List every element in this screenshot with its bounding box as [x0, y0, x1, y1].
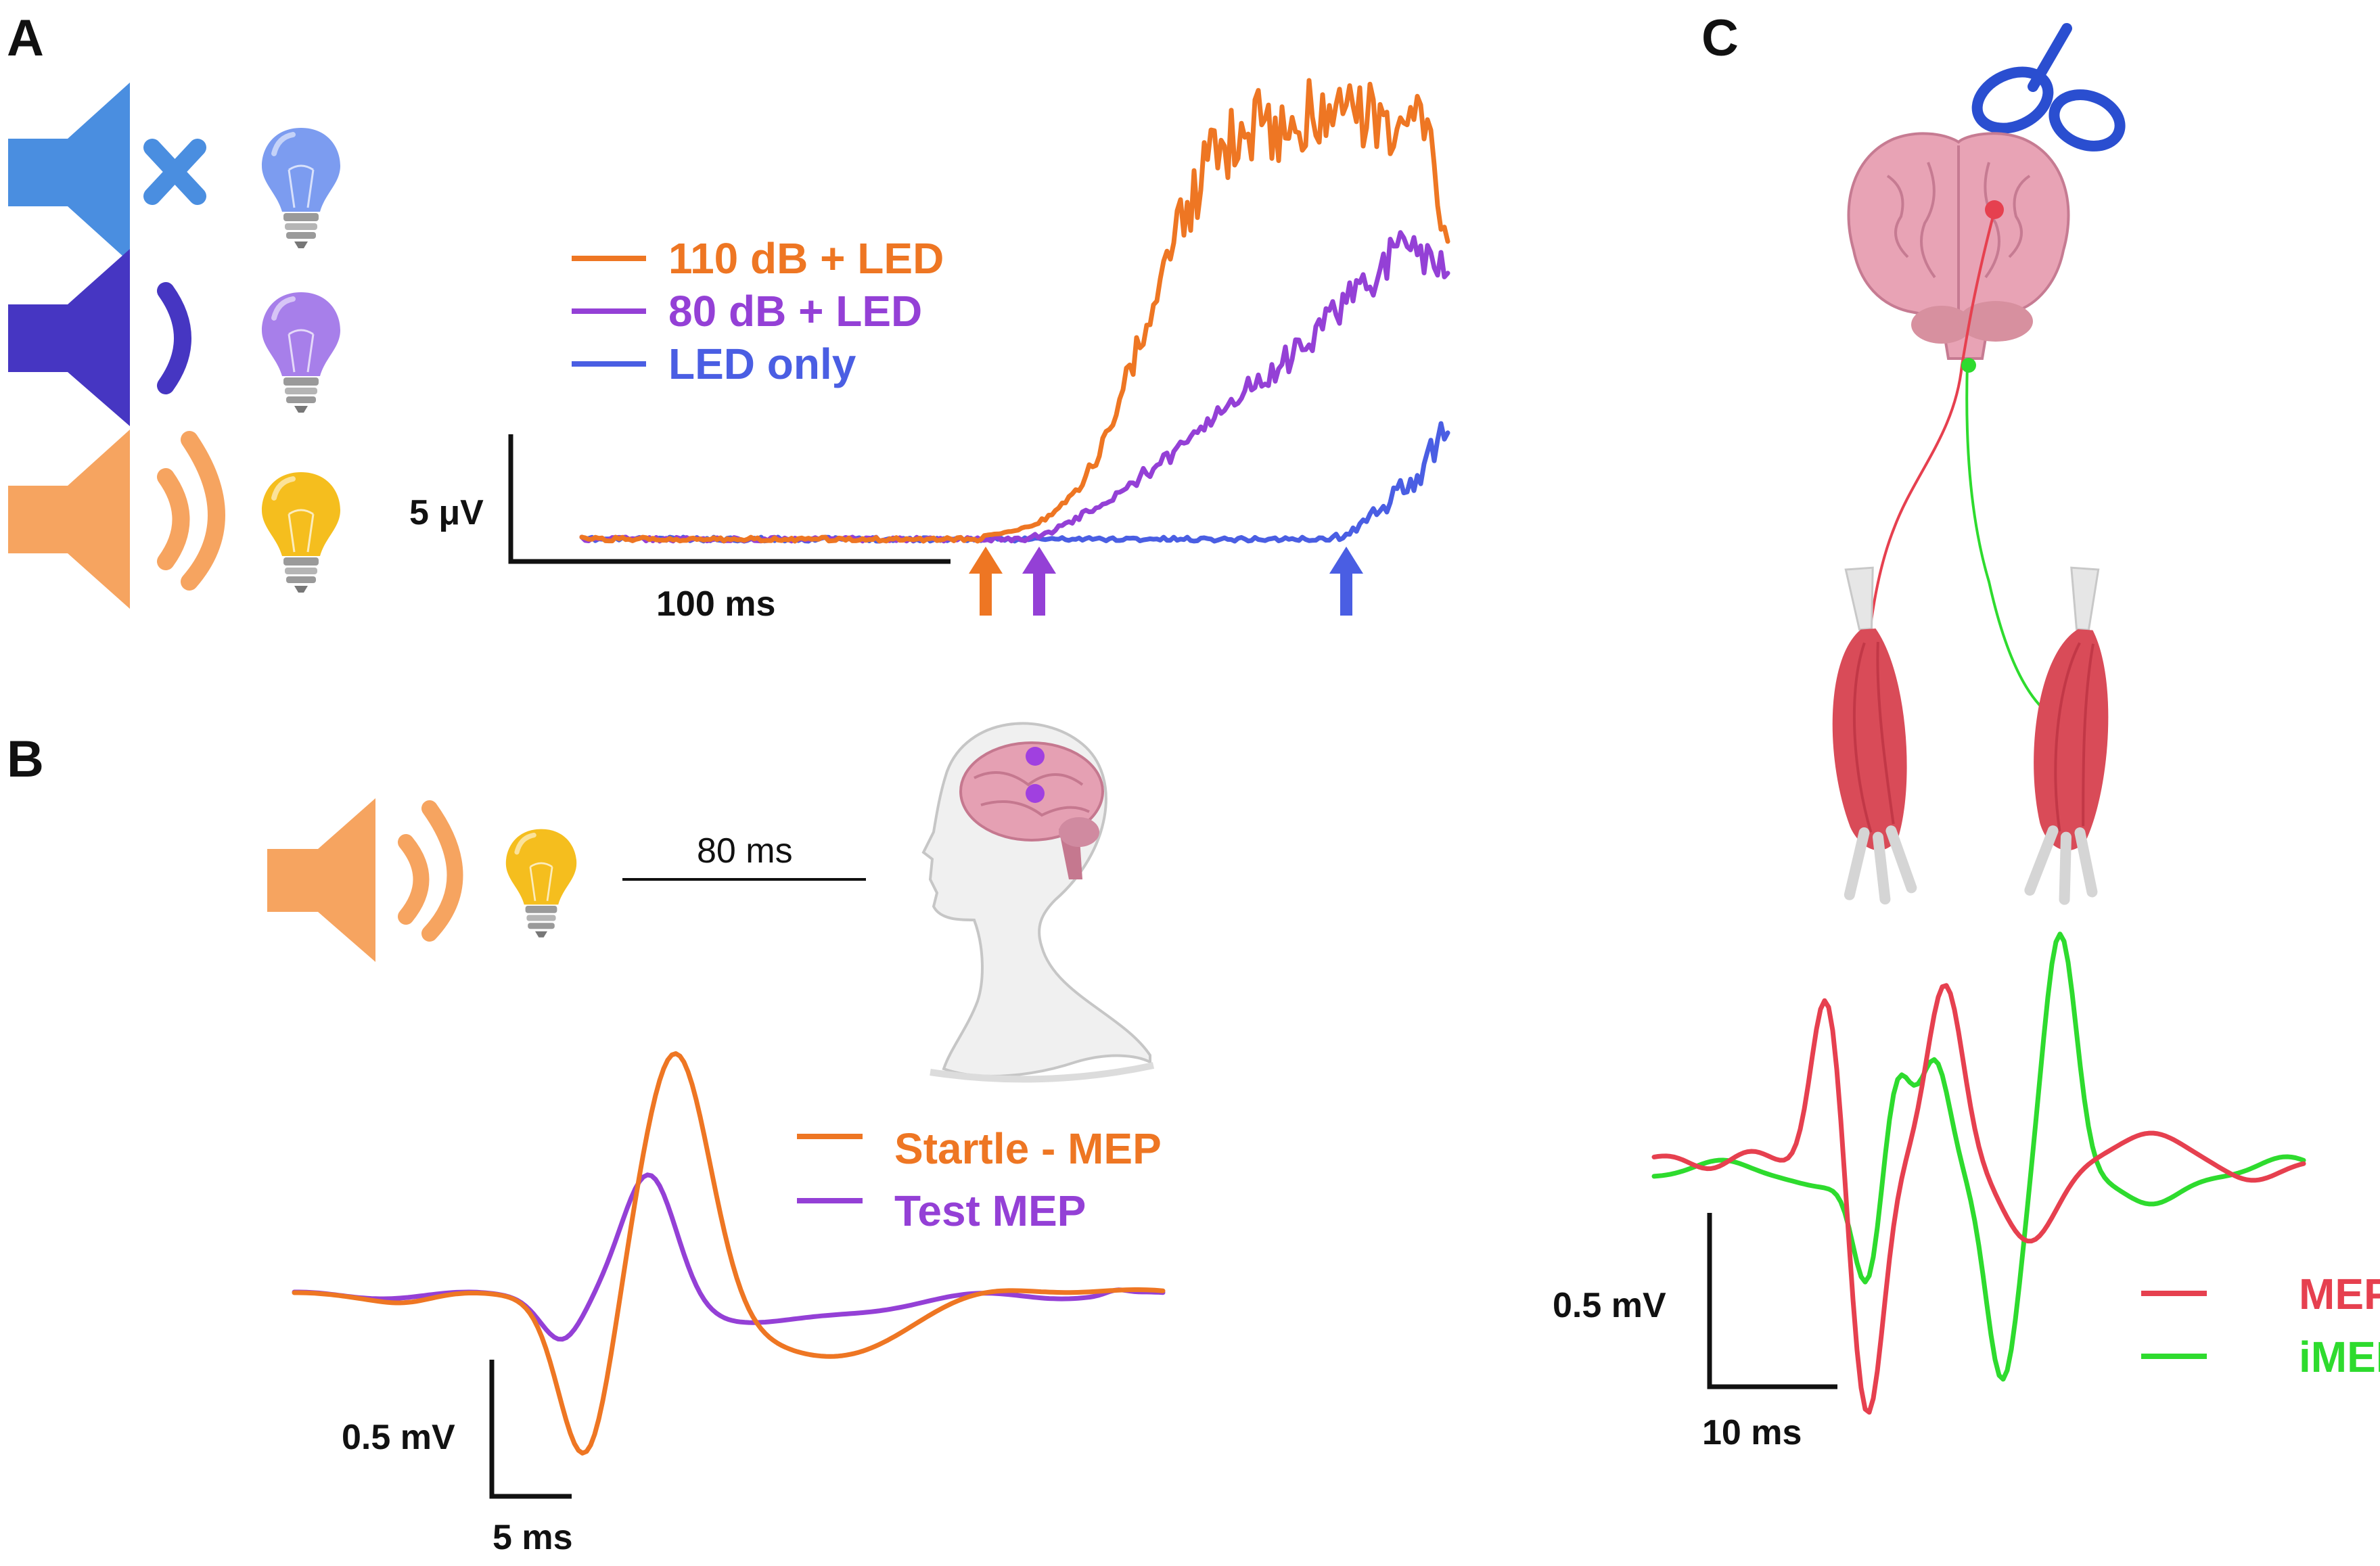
speaker-loud-icon [267, 798, 463, 962]
legend-a-80db: 80 dB + LED [668, 287, 922, 336]
scale-a-x: 100 ms [656, 584, 775, 624]
panel-label-b: B [7, 731, 44, 788]
brain-icon [959, 741, 1104, 879]
arrow-up-icon [969, 547, 1003, 616]
tms-coil-icon [1971, 23, 2126, 152]
muscle-icon [1821, 566, 1917, 902]
legend-b: Startle - MEP Test MEP [797, 1124, 1162, 1235]
legend-c-imep: iMEP [2299, 1333, 2380, 1381]
scale-bar-c: 0.5 mV 10 ms [1553, 1213, 1837, 1452]
scale-bar-b: 0.5 mV 5 ms [342, 1360, 573, 1557]
lightbulb-icon [262, 128, 340, 248]
trace-test-mep-b [292, 1172, 1166, 1342]
arrow-up-icon [1022, 547, 1056, 616]
scale-b-x: 5 ms [493, 1518, 573, 1557]
panel-label-c: C [1701, 9, 1739, 67]
scale-c-x: 10 ms [1702, 1413, 1802, 1452]
arrow-up-icon [1329, 547, 1363, 616]
speaker-loud-icon [8, 430, 225, 609]
lightbulb-icon [506, 829, 576, 938]
lightbulb-icon [262, 472, 340, 593]
brain-icon [1847, 132, 2070, 360]
legend-b-test: Test MEP [894, 1187, 1086, 1235]
interval-marker: 80 ms [622, 831, 866, 881]
legend-b-startle: Startle - MEP [894, 1124, 1162, 1173]
trace-startle-mep-b [292, 1051, 1166, 1456]
interval-label: 80 ms [697, 831, 793, 871]
scale-bar-a: 5 μV 100 ms [409, 434, 951, 624]
trace-imep-c [1651, 931, 2306, 1382]
legend-c: MEP iMEP [2141, 1270, 2380, 1381]
legend-a: 110 dB + LED 80 dB + LED LED only [572, 234, 944, 388]
legend-a-led: LED only [668, 340, 856, 388]
panel-label-a: A [7, 9, 44, 67]
muscle-icon [2023, 566, 2120, 902]
scale-c-y: 0.5 mV [1553, 1286, 1666, 1325]
trace-led-only-a [579, 421, 1450, 544]
legend-a-110db: 110 dB + LED [668, 234, 944, 283]
scale-b-y: 0.5 mV [342, 1418, 455, 1457]
legend-c-mep: MEP [2299, 1270, 2380, 1318]
lightbulb-icon [262, 292, 340, 413]
speaker-muted-icon [8, 83, 206, 262]
trace-mep-c [1651, 983, 2306, 1415]
trace-110db-a [579, 78, 1450, 544]
speaker-low-icon [8, 249, 191, 426]
scale-a-y: 5 μV [409, 493, 484, 532]
